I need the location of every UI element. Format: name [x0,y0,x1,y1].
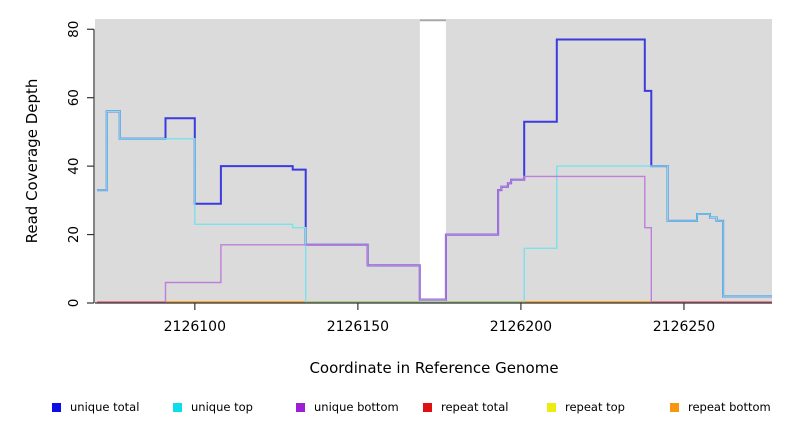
gap-top-edge [419,19,446,22]
y-tick-label: 60 [66,89,82,106]
y-axis-title: Read Coverage Depth [23,79,41,244]
legend-swatch [423,402,432,412]
legend-label: unique bottom [314,400,399,414]
x-tick-label: 2126100 [164,319,226,335]
legend-item-unique-total: unique total [52,398,139,416]
legend-item-repeat-bottom: repeat bottom [670,398,771,416]
coverage-gap-band [419,21,446,304]
legend: unique total unique top unique bottom repea… [0,398,792,420]
y-tick-label: 0 [66,299,82,308]
legend-label: unique total [70,400,140,414]
series-unique-bottom [164,175,652,303]
legend-label: repeat total [441,400,509,414]
legend-item-repeat-total: repeat total [423,398,508,416]
x-tick-label: 2126200 [490,319,552,335]
legend-label: repeat top [565,400,625,414]
legend-swatch [173,402,182,412]
legend-swatch [296,402,305,412]
axes: 0 20 40 60 80 2126100 2126150 2126200 2126250 [66,21,772,335]
x-tick-label: 2126150 [327,319,389,335]
series-unique-top [523,165,772,303]
x-tick-label: 2126250 [653,319,715,335]
x-axis-title: Coordinate in Reference Genome [309,359,558,377]
legend-label: unique top [191,400,253,414]
legend-item-unique-top: unique top [173,398,253,416]
legend-label: repeat bottom [688,400,771,414]
legend-item-unique-bottom: unique bottom [296,398,399,416]
legend-swatch [670,402,679,412]
y-tick-label: 80 [66,21,82,38]
legend-item-repeat-top: repeat top [547,398,625,416]
series-unique-top [97,110,307,303]
legend-swatch [547,402,556,412]
legend-swatch [52,402,61,412]
plot-area [95,19,772,304]
y-tick-label: 40 [66,158,82,175]
y-tick-label: 20 [66,226,82,243]
